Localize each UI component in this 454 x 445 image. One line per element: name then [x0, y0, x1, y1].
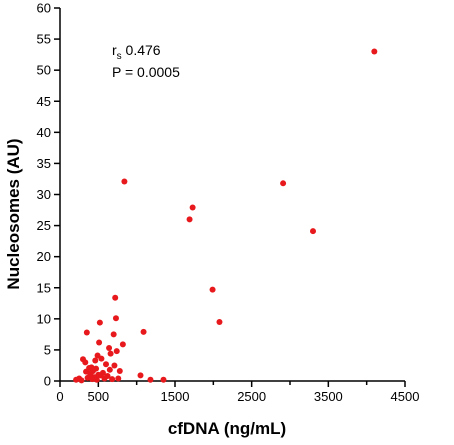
y-axis-label: Nucleosomes (AU) — [4, 138, 23, 289]
x-tick-label: 3500 — [314, 389, 343, 404]
data-point — [82, 359, 89, 366]
data-point — [121, 178, 128, 185]
y-tick-label: 35 — [37, 156, 51, 171]
data-point — [186, 216, 193, 223]
y-tick-label: 30 — [37, 187, 51, 202]
data-point — [93, 365, 100, 372]
data-point — [209, 286, 216, 293]
x-tick-label: 2500 — [237, 389, 266, 404]
data-point — [106, 345, 113, 352]
x-axis-label: cfDNA (ng/mL) — [168, 419, 286, 438]
y-tick-label: 5 — [44, 342, 51, 357]
data-point — [280, 180, 287, 187]
y-tick-label: 60 — [37, 1, 51, 16]
data-point — [310, 228, 316, 235]
data-point — [115, 375, 122, 382]
y-tick-label: 40 — [37, 125, 51, 140]
x-tick-label: 4500 — [391, 389, 420, 404]
r-value: 0.476 — [122, 42, 161, 58]
r-subscript: s — [117, 51, 122, 62]
data-point — [147, 376, 154, 383]
data-point — [112, 315, 119, 322]
data-point — [189, 204, 196, 211]
x-tick-label: 1500 — [161, 389, 190, 404]
y-tick-label: 0 — [44, 374, 51, 389]
data-point — [116, 368, 123, 375]
data-point — [96, 319, 103, 326]
data-points — [73, 48, 378, 384]
data-point — [78, 377, 85, 384]
y-tick-label: 10 — [37, 311, 51, 326]
data-point — [112, 294, 119, 301]
data-point — [119, 341, 126, 348]
data-point — [113, 348, 120, 355]
x-tick-label: 500 — [87, 389, 109, 404]
y-tick-label: 25 — [37, 218, 51, 233]
data-point — [109, 376, 116, 383]
data-point — [96, 339, 103, 346]
data-point — [111, 362, 118, 369]
x-tick-label: 0 — [56, 389, 63, 404]
data-point — [160, 376, 167, 383]
y-tick-label: 55 — [37, 32, 51, 47]
data-point — [216, 318, 223, 325]
data-point — [137, 372, 144, 379]
data-point — [99, 369, 106, 376]
data-point — [103, 361, 109, 368]
data-point — [140, 328, 147, 335]
y-tick-label: 50 — [37, 63, 51, 78]
p-value: P = 0.0005 — [112, 64, 180, 80]
y-tick-label: 15 — [37, 280, 51, 295]
data-point — [83, 329, 90, 336]
data-point — [93, 376, 100, 383]
data-point — [371, 48, 378, 55]
r-symbol: r — [112, 42, 117, 58]
x-axis: 0 500 1500 2500 3500 4500 — [56, 380, 420, 404]
data-point — [98, 355, 105, 362]
data-point — [110, 331, 117, 338]
y-tick-label: 20 — [37, 249, 51, 264]
data-point — [107, 350, 114, 357]
data-point — [106, 366, 113, 373]
data-point — [104, 373, 111, 380]
y-tick-label: 45 — [37, 94, 51, 109]
correlation-coefficient: rs 0.476 — [112, 42, 161, 62]
y-axis: 0 5 10 15 20 25 30 35 40 45 50 55 60 — [37, 1, 61, 389]
data-point — [92, 357, 99, 364]
